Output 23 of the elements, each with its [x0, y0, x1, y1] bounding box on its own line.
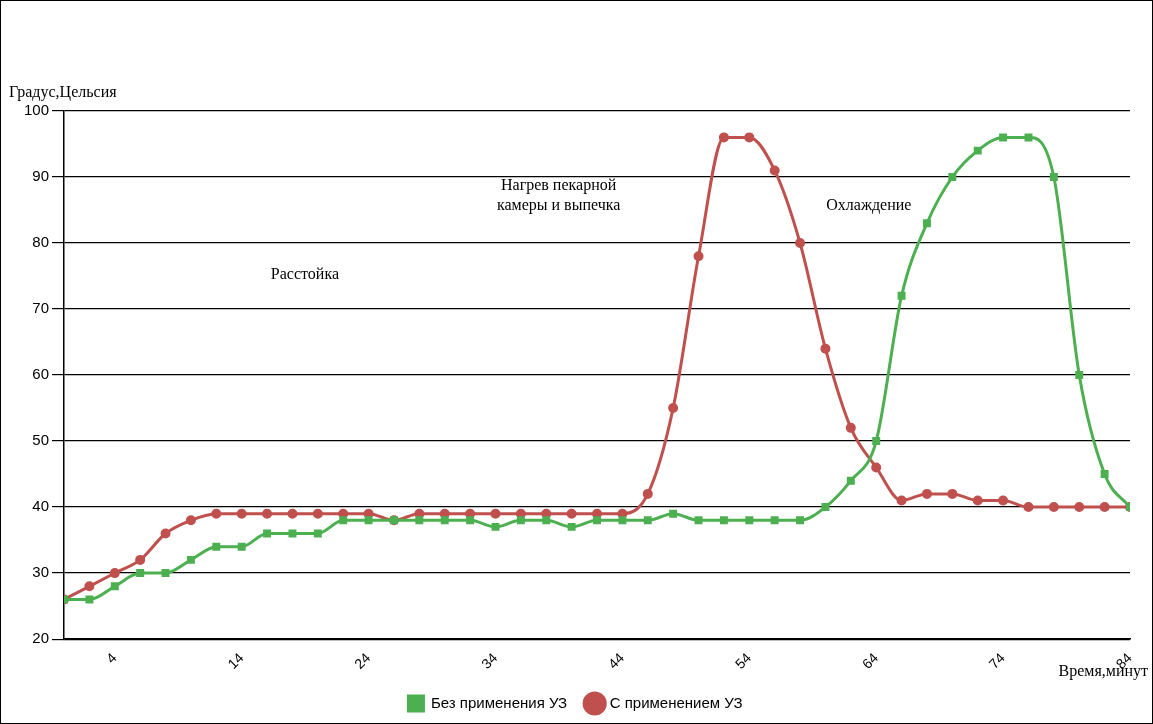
x-tick-label: 24 — [351, 649, 374, 672]
annotation: Нагрев пекарной камеры и выпечка — [496, 175, 621, 214]
y-tick-label: 40 — [32, 497, 50, 515]
y-axis-title: Градус,Цельсия — [9, 83, 118, 102]
y-tick-label: 80 — [32, 233, 50, 251]
x-tick-label: 34 — [478, 649, 501, 672]
x-tick-label: 54 — [731, 649, 755, 672]
x-tick-label: 14 — [224, 649, 247, 672]
annotation: Расстойка — [270, 264, 340, 282]
y-tick-label: 20 — [32, 629, 50, 647]
legend-label: Без применения УЗ — [430, 693, 568, 711]
y-tick-label: 60 — [32, 365, 50, 383]
legend-label: С применением УЗ — [609, 693, 743, 711]
y-tick-label: 50 — [32, 431, 50, 449]
y-tick-label: 70 — [32, 299, 50, 317]
x-tick-label: 4 — [102, 649, 120, 667]
annotation: Охлаждение — [826, 196, 912, 215]
x-tick-label: 64 — [858, 649, 882, 672]
x-tick-label: 74 — [985, 649, 1009, 672]
y-tick-label: 90 — [32, 167, 50, 185]
y-tick-label: 30 — [32, 563, 50, 581]
x-tick-label: 44 — [604, 649, 628, 672]
y-tick-label: 100 — [24, 101, 50, 119]
